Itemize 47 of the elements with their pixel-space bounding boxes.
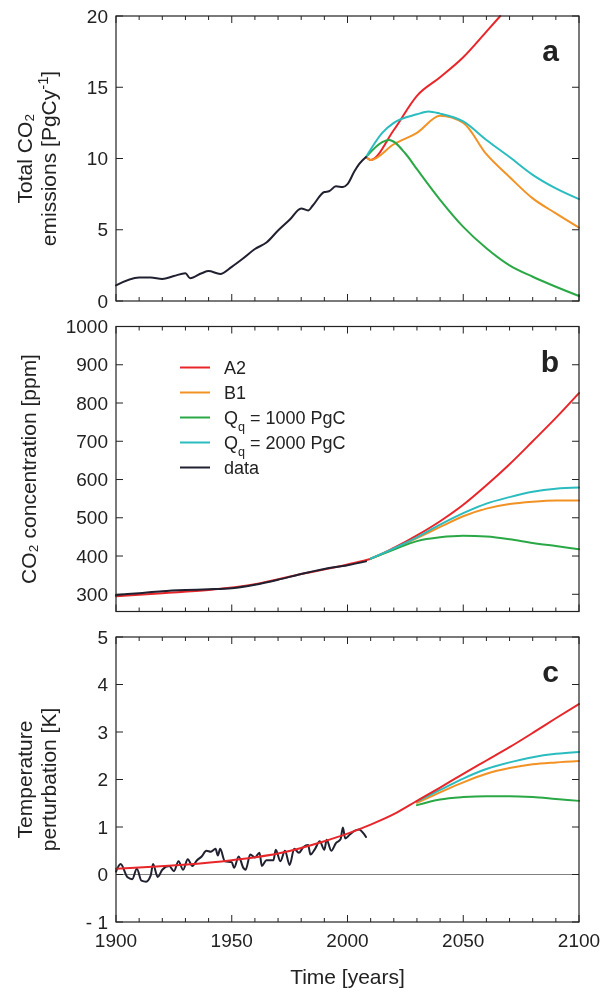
y-tick-label: 3 bbox=[97, 721, 108, 743]
y-tick-label: 5 bbox=[97, 219, 108, 241]
line-series bbox=[365, 114, 580, 229]
legend-label: B1 bbox=[224, 382, 247, 403]
y-tick-label: 20 bbox=[86, 5, 108, 27]
x-axis-title: Time [years] bbox=[290, 965, 405, 988]
y-tick-label: 1 bbox=[97, 816, 108, 838]
legend-label: Q$_{q}$ = 1000 PgC bbox=[224, 407, 346, 434]
y-tick-label: 900 bbox=[76, 354, 108, 376]
x-tick-label: 2050 bbox=[442, 930, 485, 951]
y-tick-label: 400 bbox=[76, 545, 108, 567]
annotation: b bbox=[540, 344, 559, 378]
y-tick-label: 600 bbox=[76, 469, 108, 491]
y-tick-label: 0 bbox=[97, 864, 108, 886]
y-tick-label: 300 bbox=[76, 583, 108, 605]
annotation: a bbox=[542, 34, 560, 67]
line-series bbox=[365, 110, 580, 201]
y-tick-label: - 1 bbox=[85, 911, 108, 933]
line-series bbox=[115, 560, 368, 597]
y-tick-label: 10 bbox=[86, 148, 108, 170]
y-tick-label: 15 bbox=[86, 76, 108, 98]
legend-label: data bbox=[224, 457, 261, 478]
line-series bbox=[365, 138, 580, 298]
y-axis-title: Temperature perturbation [K] bbox=[13, 707, 60, 852]
y-axis-title: CO₂ concentration [ppm] bbox=[17, 354, 40, 584]
legend-label: Q$_{q}$ = 2000 PgC bbox=[224, 432, 346, 459]
legend-label: A2 bbox=[224, 357, 247, 378]
line-series bbox=[369, 486, 580, 560]
line-series bbox=[415, 795, 580, 807]
y-tick-label: 500 bbox=[76, 507, 108, 529]
y-tick-label: 2 bbox=[97, 769, 108, 791]
y-tick-label: 1000 bbox=[65, 316, 108, 338]
line-series bbox=[415, 750, 580, 803]
line-series bbox=[115, 156, 368, 287]
line-series bbox=[115, 702, 580, 870]
y-tick-label: 0 bbox=[97, 290, 108, 312]
y-tick-label: 700 bbox=[76, 430, 108, 452]
y-tick-label: 4 bbox=[97, 674, 109, 696]
x-tick-label: 1900 bbox=[94, 930, 138, 951]
line-series bbox=[415, 759, 580, 804]
x-tick-label: 1950 bbox=[210, 930, 253, 951]
y-tick-label: 5 bbox=[97, 626, 108, 648]
annotation: c bbox=[542, 655, 559, 688]
x-tick-label: 2100 bbox=[557, 930, 601, 951]
y-tick-label: 800 bbox=[76, 392, 108, 414]
line-series bbox=[115, 826, 368, 883]
x-tick-label: 2000 bbox=[326, 930, 369, 951]
